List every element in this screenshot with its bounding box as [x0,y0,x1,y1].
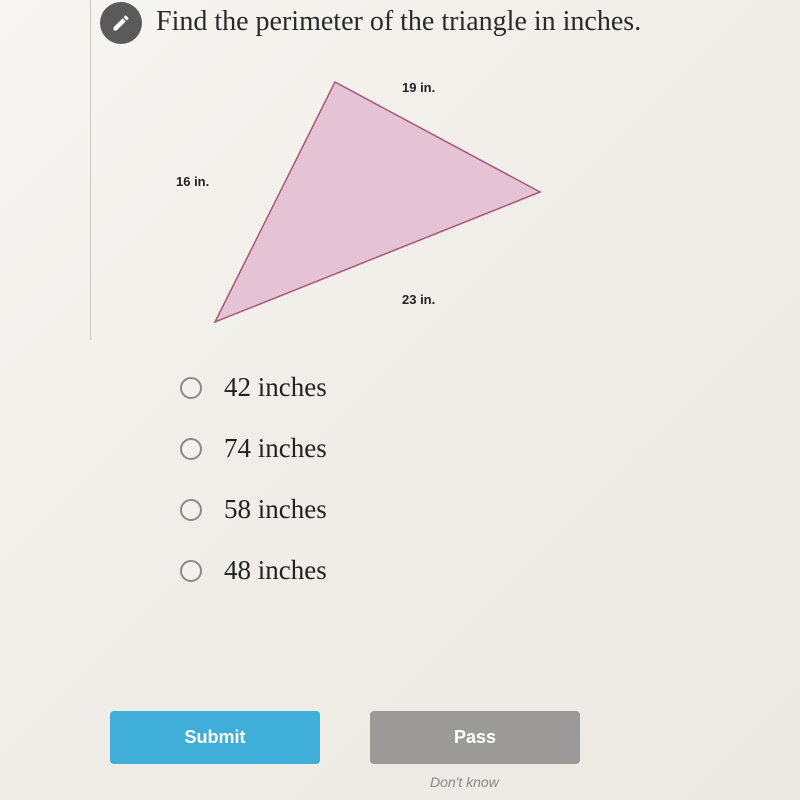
radio-icon [180,377,202,399]
question-text: Find the perimeter of the triangle in in… [156,2,641,38]
triangle-diagram: 19 in. 16 in. 23 in. [170,62,570,342]
radio-icon [180,560,202,582]
choice-label: 74 inches [224,433,327,464]
answer-choices: 42 inches 74 inches 58 inches 48 inches [180,372,800,586]
choice-option[interactable]: 48 inches [180,555,800,586]
radio-icon [180,499,202,521]
button-row: Submit Pass [110,711,580,764]
choice-label: 48 inches [224,555,327,586]
question-container: Find the perimeter of the triangle in in… [0,0,800,800]
choice-option[interactable]: 58 inches [180,494,800,525]
triangle-svg [170,62,570,342]
side-label-left: 16 in. [176,174,209,189]
radio-icon [180,438,202,460]
dont-know-label: Don't know [430,774,499,790]
question-header: Find the perimeter of the triangle in in… [100,0,800,44]
choice-option[interactable]: 42 inches [180,372,800,403]
pencil-icon [100,2,142,44]
choice-label: 58 inches [224,494,327,525]
choice-label: 42 inches [224,372,327,403]
side-label-bottom: 23 in. [402,292,435,307]
pass-button[interactable]: Pass [370,711,580,764]
submit-button[interactable]: Submit [110,711,320,764]
choice-option[interactable]: 74 inches [180,433,800,464]
side-label-top: 19 in. [402,80,435,95]
